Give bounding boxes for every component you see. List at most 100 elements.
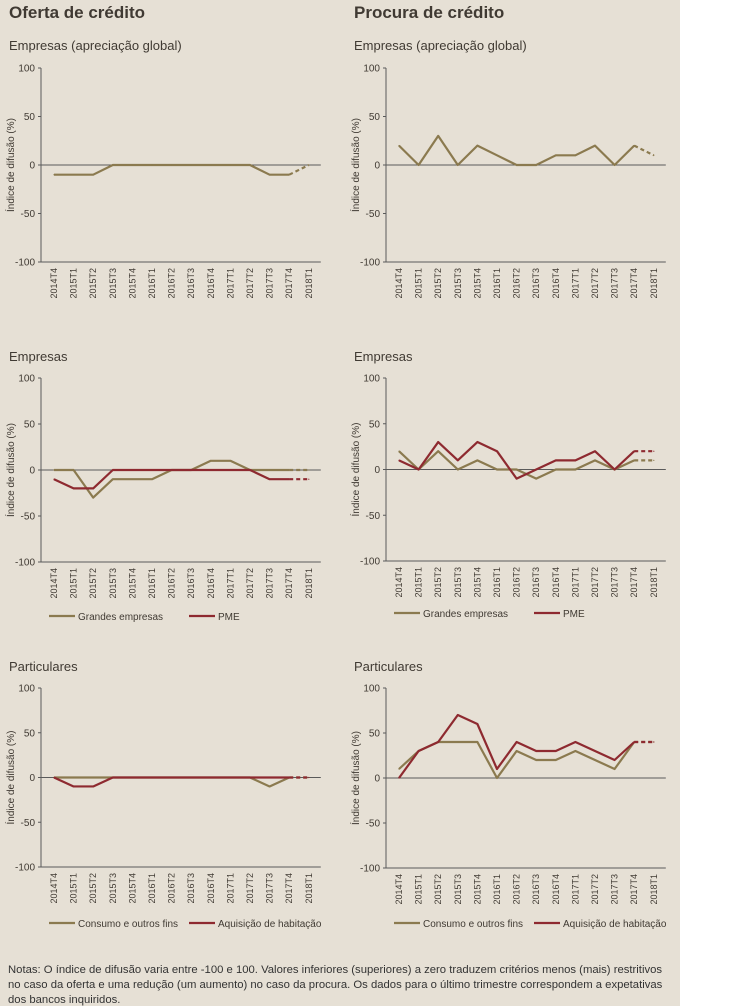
x-tick-label: 2016T4 [206, 568, 216, 599]
x-tick-label: 2015T3 [108, 873, 118, 904]
x-tick-label: 2017T4 [284, 568, 294, 599]
x-tick-label: 2014T4 [49, 268, 59, 299]
x-tick-label: 2016T2 [167, 873, 177, 904]
y-tick-label: -50 [366, 511, 381, 522]
y-tick-label: 0 [374, 774, 380, 785]
data-point [92, 785, 94, 788]
x-tick-label: 2017T3 [265, 873, 275, 904]
x-tick-label: 2015T4 [127, 268, 137, 299]
data-point [555, 468, 557, 471]
y-tick-label: -100 [360, 557, 380, 568]
data-point [535, 750, 537, 752]
x-tick-label: 2017T3 [265, 568, 275, 599]
x-tick-label: 2017T2 [590, 268, 600, 299]
x-tick-label: 2015T2 [88, 268, 98, 299]
x-tick-label: 2017T3 [610, 567, 620, 598]
data-point [210, 776, 212, 779]
data-point [633, 459, 635, 461]
data-point [398, 459, 400, 461]
y-axis-title: Índice de difusão (%) [349, 118, 362, 212]
data-point [516, 750, 518, 752]
x-tick-label: 2017T1 [570, 567, 580, 598]
x-tick-label: 2015T3 [108, 568, 118, 599]
x-tick-label: 2016T2 [512, 874, 522, 905]
x-tick-label: 2015T4 [127, 568, 137, 599]
x-tick-label: 2016T2 [512, 268, 522, 299]
x-tick-label: 2015T2 [433, 567, 443, 598]
chart-title-supply-households: Particulares [9, 659, 78, 674]
data-point [112, 478, 114, 480]
y-tick-label: -50 [21, 209, 36, 220]
series-line-2 [398, 713, 635, 779]
chart-panel: Oferta de crédito Procura de crédito Emp… [0, 0, 680, 1006]
data-point [535, 468, 537, 471]
y-tick-label: 50 [369, 729, 381, 740]
x-tick-label: 2017T4 [629, 567, 639, 598]
x-tick-label: 2015T1 [69, 268, 79, 299]
x-tick-label: 2015T2 [433, 874, 443, 905]
x-tick-label: 2016T3 [186, 873, 196, 904]
data-point [92, 174, 94, 176]
data-point [614, 164, 616, 166]
data-point [555, 459, 557, 461]
x-tick-label: 2015T1 [69, 873, 79, 904]
data-point [249, 164, 251, 166]
data-point [53, 469, 55, 471]
x-tick-label: 2018T1 [649, 567, 659, 598]
legend-label: Aquisição de habitação [563, 919, 667, 930]
data-point [476, 741, 478, 743]
data-point [653, 450, 655, 452]
data-point [398, 777, 400, 779]
data-point [249, 469, 251, 471]
y-axis-title: Índice de difusão (%) [4, 423, 17, 517]
data-point [496, 777, 498, 779]
x-tick-label: 2015T3 [453, 874, 463, 905]
y-axis-title: Índice de difusão (%) [349, 731, 362, 825]
y-tick-label: -100 [15, 863, 35, 874]
series-expectation-1 [633, 144, 655, 157]
series-line-1 [398, 740, 636, 780]
x-tick-label: 2017T4 [284, 873, 294, 904]
data-point [418, 164, 420, 166]
data-point [190, 776, 192, 779]
data-point [171, 776, 173, 779]
legend-label: Grandes empresas [423, 609, 508, 620]
y-tick-label: 100 [363, 374, 380, 385]
data-point [131, 478, 133, 480]
data-point [535, 478, 537, 480]
data-point [633, 450, 635, 452]
chart-supply-firms-global: 100 50 0 -50 -100 2014T4 2015T1 2015T2 2015T3 201… [4, 64, 321, 299]
data-point [653, 154, 655, 156]
data-point [92, 776, 94, 779]
y-tick-label: -100 [360, 864, 380, 875]
y-tick-label: 50 [24, 420, 36, 431]
data-point [437, 441, 439, 443]
x-tick-label: 2016T1 [147, 873, 157, 904]
x-tick-label: 2016T2 [167, 568, 177, 599]
data-point [308, 776, 310, 779]
x-tick-label: 2017T1 [225, 268, 235, 299]
data-point [53, 776, 55, 779]
data-point [614, 759, 616, 761]
x-tick-label: 2016T2 [512, 567, 522, 598]
x-tick-label: 2016T1 [492, 874, 502, 905]
data-point [288, 174, 290, 176]
data-point [269, 785, 271, 788]
y-tick-label: 50 [369, 112, 381, 123]
data-point [229, 460, 231, 462]
chart-title-demand-firms-global: Empresas (apreciação global) [354, 38, 527, 53]
data-point [73, 776, 75, 779]
data-point [535, 759, 537, 761]
data-point [457, 459, 459, 461]
legend-label: PME [563, 609, 585, 620]
x-tick-label: 2015T3 [453, 268, 463, 299]
data-point [288, 469, 290, 471]
x-tick-label: 2014T4 [394, 567, 404, 598]
x-tick-label: 2016T1 [492, 567, 502, 598]
data-point [190, 164, 192, 166]
y-tick-label: -50 [366, 819, 381, 830]
data-point [457, 468, 459, 471]
data-point [496, 154, 498, 156]
x-tick-label: 2016T2 [167, 268, 177, 299]
x-tick-label: 2016T4 [551, 567, 561, 598]
